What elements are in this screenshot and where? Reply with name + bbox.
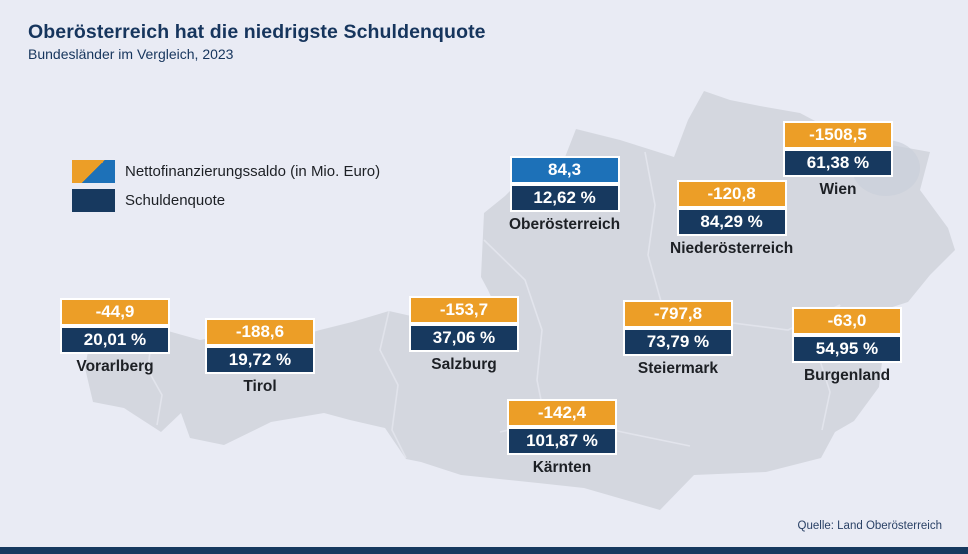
state-label: Salzburg — [431, 356, 497, 373]
quote-value: 20,01 % — [60, 326, 170, 354]
quote-value: 37,06 % — [409, 324, 519, 352]
quote-value: 12,62 % — [509, 184, 620, 212]
legend-row-quote: Schuldenquote — [72, 189, 380, 212]
quote-value: 73,79 % — [623, 328, 733, 356]
page-title: Oberösterreich hat die niedrigste Schuld… — [28, 21, 486, 43]
quote-swatch-icon — [72, 189, 115, 212]
state-label: Niederösterreich — [670, 240, 794, 257]
quote-value: 54,95 % — [792, 335, 902, 363]
saldo-value: -188,6 — [205, 318, 315, 346]
state-module-oberoesterreich: 84,3 12,62 % Oberösterreich — [509, 156, 620, 234]
saldo-value: -120,8 — [676, 180, 787, 208]
state-module-salzburg: -153,7 37,06 % Salzburg — [409, 296, 519, 374]
saldo-value: 84,3 — [509, 156, 620, 184]
quote-value: 19,72 % — [205, 346, 315, 374]
quote-value: 101,87 % — [507, 427, 617, 455]
state-module-tirol: -188,6 19,72 % Tirol — [205, 318, 315, 396]
state-module-steiermark: -797,8 73,79 % Steiermark — [623, 300, 733, 378]
saldo-value: -44,9 — [60, 298, 170, 326]
state-label: Burgenland — [803, 367, 891, 384]
state-module-niederoesterreich: -120,8 84,29 % Niederösterreich — [670, 180, 793, 258]
legend-saldo-label: Nettofinanzierungssaldo (in Mio. Euro) — [125, 163, 381, 180]
saldo-value: -63,0 — [792, 307, 902, 335]
saldo-value: -797,8 — [623, 300, 733, 328]
legend-quote-label: Schuldenquote — [125, 192, 226, 209]
source-credit: Quelle: Land Oberösterreich — [797, 520, 942, 532]
state-label: Tirol — [243, 378, 277, 395]
state-module-vorarlberg: -44,9 20,01 % Vorarlberg — [60, 298, 170, 376]
saldo-value: -142,4 — [507, 399, 617, 427]
state-label: Steiermark — [637, 360, 719, 377]
quote-value: 61,38 % — [783, 149, 893, 177]
state-label: Vorarlberg — [76, 358, 154, 375]
legend-row-saldo: Nettofinanzierungssaldo (in Mio. Euro) — [72, 160, 380, 183]
state-label: Wien — [819, 181, 857, 198]
saldo-swatch-icon — [72, 160, 115, 183]
saldo-value: -1508,5 — [783, 121, 893, 149]
bottom-bar — [0, 547, 968, 554]
state-label: Oberösterreich — [509, 216, 621, 233]
quote-value: 84,29 % — [676, 208, 787, 236]
page-subtitle: Bundesländer im Vergleich, 2023 — [28, 46, 234, 62]
state-module-burgenland: -63,0 54,95 % Burgenland — [792, 307, 902, 385]
legend: Nettofinanzierungssaldo (in Mio. Euro) S… — [72, 160, 380, 218]
state-label: Kärnten — [532, 459, 592, 476]
state-module-wien: -1508,5 61,38 % Wien — [783, 121, 893, 199]
saldo-value: -153,7 — [409, 296, 519, 324]
state-module-kaernten: -142,4 101,87 % Kärnten — [507, 399, 617, 477]
